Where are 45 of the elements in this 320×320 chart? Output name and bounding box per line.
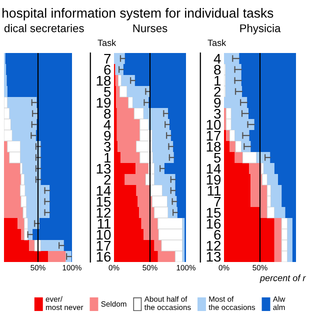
y-tick-label: 18: [96, 76, 111, 86]
y-tick-label: 6: [214, 230, 221, 240]
y-tick-label: 17: [96, 240, 111, 251]
y-tick-label: 3: [104, 142, 111, 152]
y-tick-label: 1: [104, 152, 111, 163]
y-tick-label: 6: [104, 64, 111, 75]
y-tick-label: 10: [96, 230, 111, 240]
y-tick-label: 19: [96, 98, 111, 108]
chart-subtitle: Nurses: [133, 24, 168, 32]
y-tick-label: 13: [206, 252, 221, 262]
y-tick-label: 2: [214, 86, 221, 97]
y-tick-label: 11: [98, 218, 111, 229]
y-tick-label: 17: [206, 130, 221, 141]
y-tick-label: 18: [206, 142, 221, 152]
y-tick-label: 15: [206, 208, 221, 218]
y-tick-label: 7: [214, 196, 221, 207]
y-tick-label: 13: [96, 164, 111, 174]
text: hospital information system for individual tasks: [2, 8, 274, 20]
x-axis-title: percent of r: [260, 274, 306, 283]
chart-subtitle: dical secretaries: [4, 24, 84, 32]
y-axis-title: Task: [98, 39, 116, 46]
y-tick-label: 9: [104, 130, 111, 141]
y-tick-label: 15: [96, 196, 111, 207]
y-tick-label: 16: [206, 218, 221, 229]
y-tick-label: 14: [206, 164, 221, 174]
y-tick-label: 8: [104, 108, 111, 119]
y-tick-label: 8: [214, 64, 221, 75]
y-tick-label: 7: [104, 54, 111, 64]
y-tick-label: 12: [206, 240, 221, 251]
y-tick-label: 19: [206, 174, 221, 185]
y-tick-label: 5: [104, 86, 111, 97]
y-tick-label: 9: [214, 98, 221, 108]
y-axis-title: Task: [208, 39, 226, 46]
y-tick-label: 4: [104, 120, 111, 130]
y-tick-label: 1: [214, 76, 221, 86]
y-tick-label: 16: [96, 252, 111, 262]
y-tick-label: 4: [214, 54, 221, 64]
y-tick-label: 3: [214, 108, 221, 119]
y-tick-label: 10: [206, 120, 221, 130]
y-tick-label: 14: [96, 186, 111, 196]
y-tick-label: 11: [208, 186, 221, 196]
y-tick-label: 2: [104, 174, 111, 185]
y-tick-label: 5: [214, 152, 221, 163]
y-tick-label: 12: [96, 208, 111, 218]
chart-subtitle: Physicia: [240, 24, 281, 34]
